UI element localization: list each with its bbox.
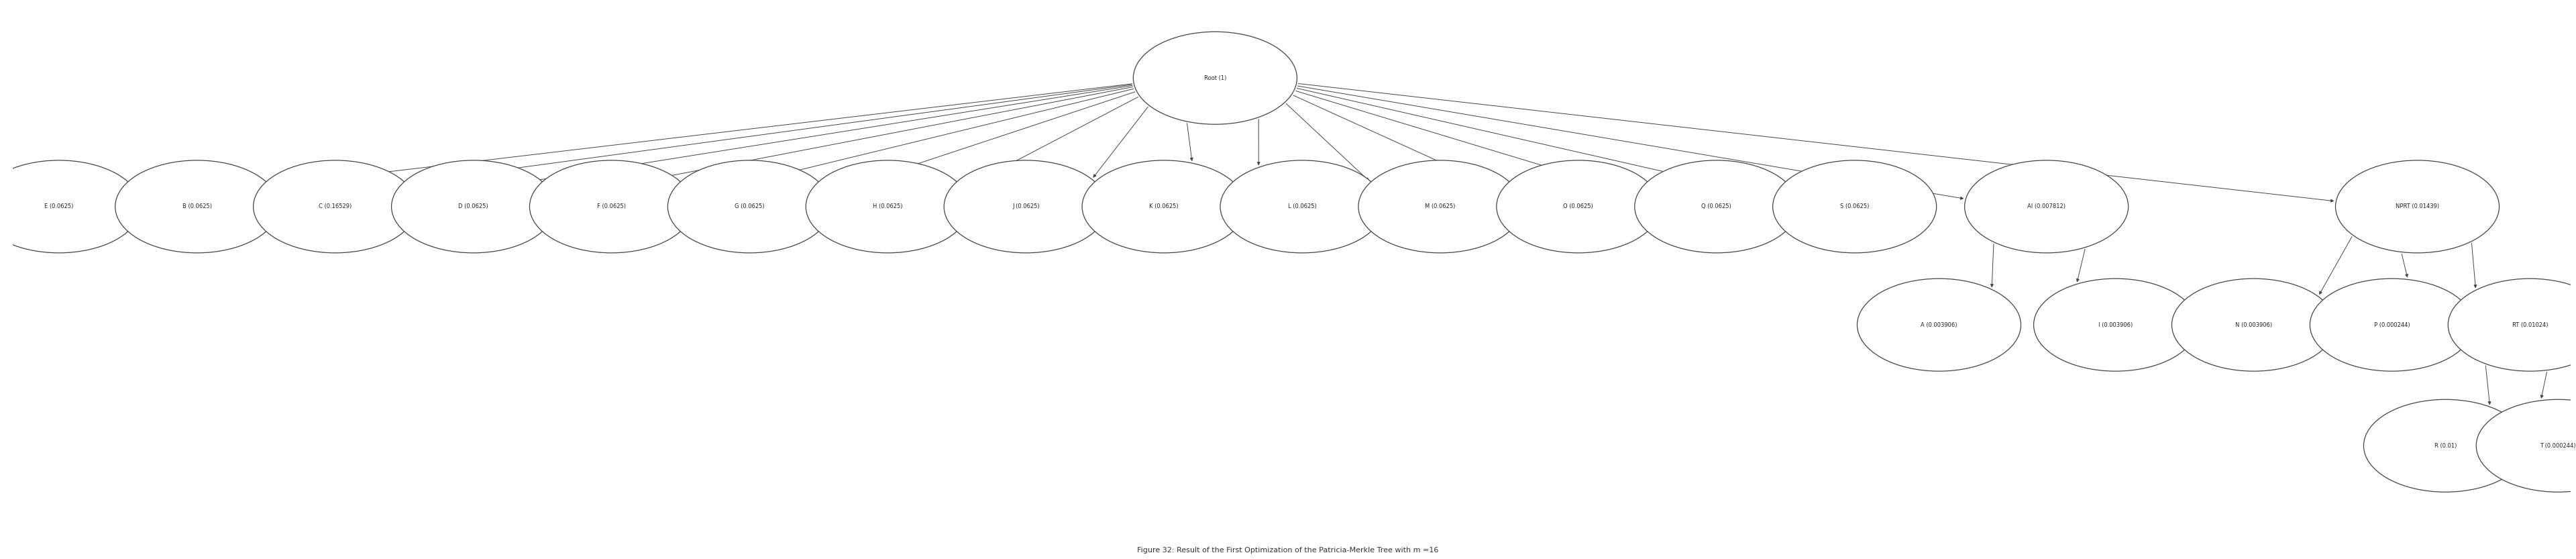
Text: G (0.0625): G (0.0625) <box>734 203 765 210</box>
Ellipse shape <box>1133 32 1296 124</box>
Ellipse shape <box>0 160 142 253</box>
Text: Q (0.0625): Q (0.0625) <box>1703 203 1731 210</box>
Text: E (0.0625): E (0.0625) <box>44 203 75 210</box>
Ellipse shape <box>2447 278 2576 371</box>
Text: RT (0.01024): RT (0.01024) <box>2512 322 2548 328</box>
Ellipse shape <box>2172 278 2336 371</box>
Ellipse shape <box>2476 400 2576 492</box>
Text: AI (0.007812): AI (0.007812) <box>2027 203 2066 210</box>
Text: T (0.000244): T (0.000244) <box>2540 443 2576 449</box>
Text: J (0.0625): J (0.0625) <box>1012 203 1041 210</box>
Text: O (0.0625): O (0.0625) <box>1564 203 1595 210</box>
Ellipse shape <box>252 160 417 253</box>
Ellipse shape <box>531 160 693 253</box>
Ellipse shape <box>1497 160 1659 253</box>
Ellipse shape <box>116 160 278 253</box>
Ellipse shape <box>1772 160 1937 253</box>
Ellipse shape <box>1358 160 1522 253</box>
Text: M (0.0625): M (0.0625) <box>1425 203 1455 210</box>
Text: A (0.003906): A (0.003906) <box>1922 322 1958 328</box>
Ellipse shape <box>943 160 1108 253</box>
Text: Figure 32: Result of the First Optimization of the Patricia-Merkle Tree with m =: Figure 32: Result of the First Optimizat… <box>1136 547 1440 553</box>
Ellipse shape <box>806 160 969 253</box>
Text: D (0.0625): D (0.0625) <box>459 203 489 210</box>
Text: Root (1): Root (1) <box>1203 75 1226 81</box>
Ellipse shape <box>667 160 832 253</box>
Text: F (0.0625): F (0.0625) <box>598 203 626 210</box>
Ellipse shape <box>2336 160 2499 253</box>
Ellipse shape <box>2365 400 2527 492</box>
Text: R (0.01): R (0.01) <box>2434 443 2458 449</box>
Text: I (0.003906): I (0.003906) <box>2099 322 2133 328</box>
Ellipse shape <box>1636 160 1798 253</box>
Text: K (0.0625): K (0.0625) <box>1149 203 1180 210</box>
Ellipse shape <box>1857 278 2022 371</box>
Text: P (0.000244): P (0.000244) <box>2375 322 2409 328</box>
Text: L (0.0625): L (0.0625) <box>1288 203 1316 210</box>
Ellipse shape <box>1082 160 1247 253</box>
Ellipse shape <box>2311 278 2473 371</box>
Text: NPRT (0.01439): NPRT (0.01439) <box>2396 203 2439 210</box>
Text: B (0.0625): B (0.0625) <box>183 203 211 210</box>
Ellipse shape <box>1221 160 1383 253</box>
Ellipse shape <box>1965 160 2128 253</box>
Text: H (0.0625): H (0.0625) <box>873 203 902 210</box>
Text: N (0.003906): N (0.003906) <box>2236 322 2272 328</box>
Ellipse shape <box>392 160 556 253</box>
Text: S (0.0625): S (0.0625) <box>1839 203 1870 210</box>
Ellipse shape <box>2032 278 2197 371</box>
Text: C (0.16529): C (0.16529) <box>319 203 353 210</box>
